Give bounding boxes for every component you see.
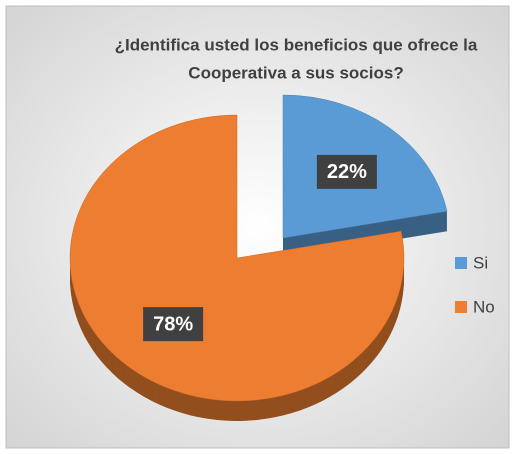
data-label: 78% (153, 313, 193, 335)
data-label: 22% (327, 161, 367, 183)
chart-title: ¿Identifica usted los beneficios que ofr… (115, 35, 478, 54)
legend-label: Si (473, 253, 488, 272)
data-label-box (316, 154, 377, 189)
legend-swatch (455, 257, 467, 269)
legend-swatch (455, 301, 467, 313)
data-label-box (143, 307, 204, 342)
legend-label: No (473, 297, 495, 316)
chart-title: Cooperativa a sus socios? (188, 63, 403, 82)
